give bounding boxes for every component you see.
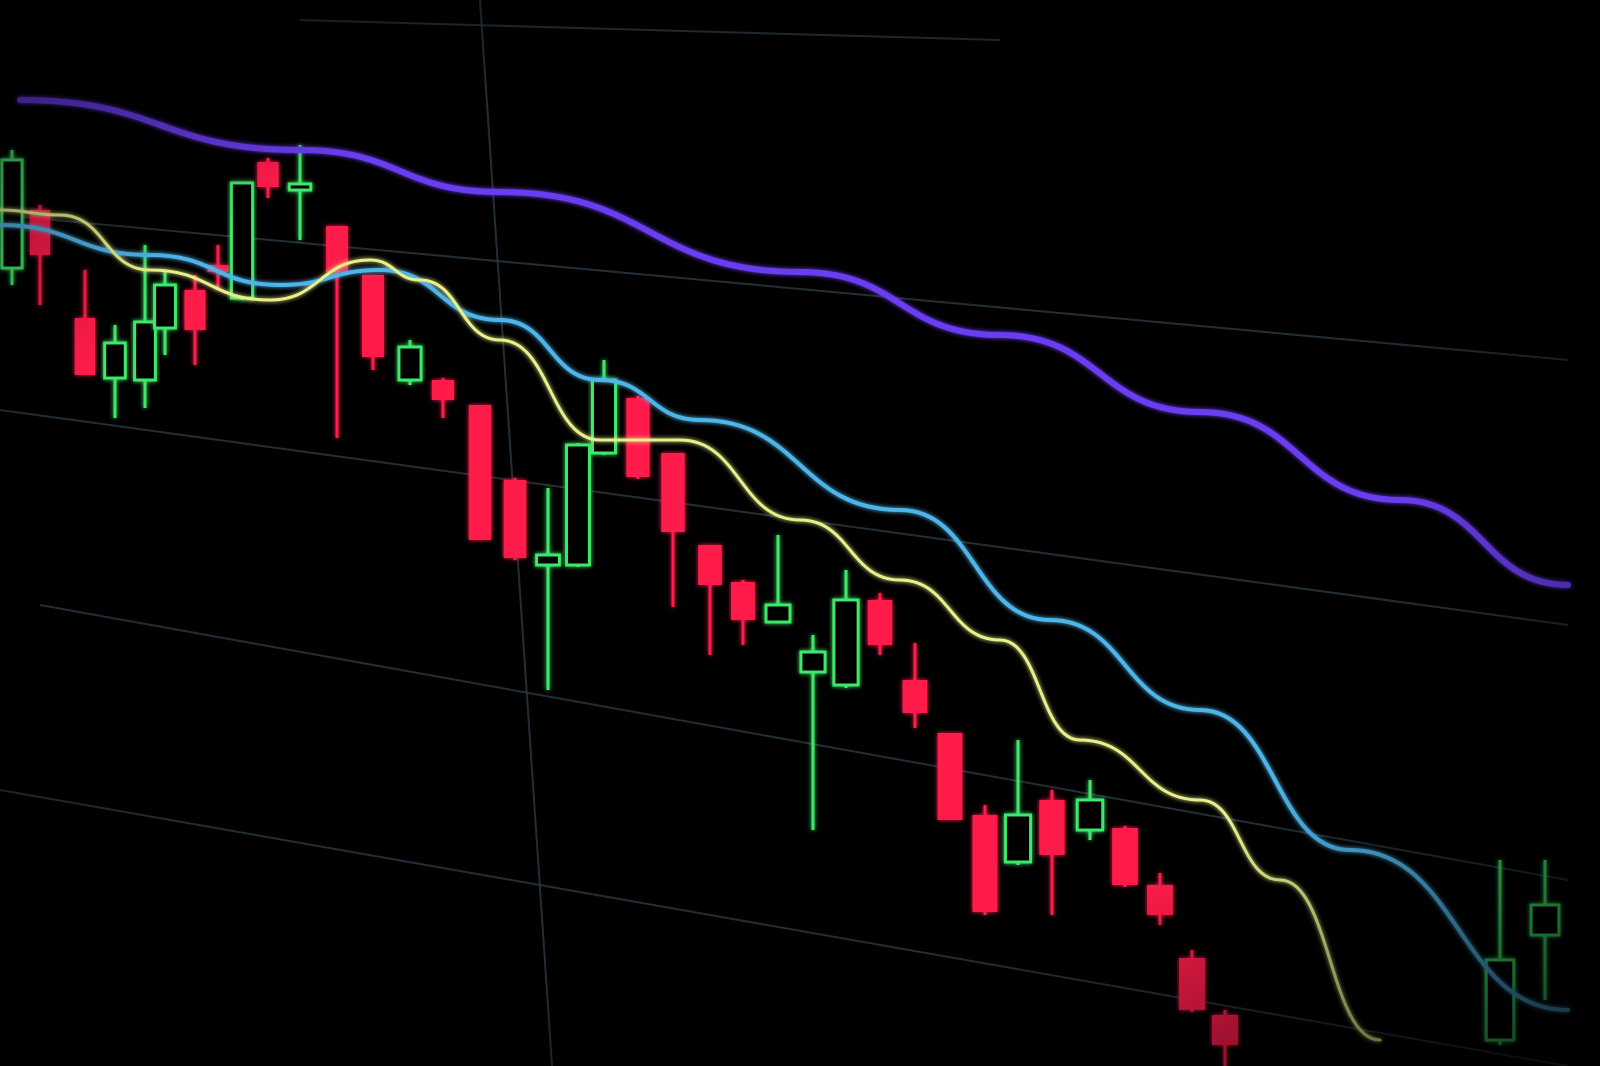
vignette [0, 0, 1600, 1066]
candlestick-chart-photo [0, 0, 1600, 1066]
